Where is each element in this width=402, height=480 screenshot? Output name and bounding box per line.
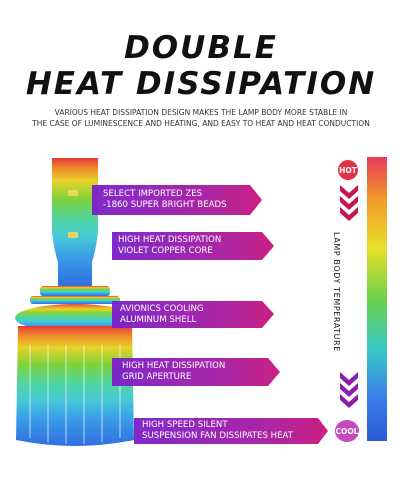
feature-banner-2 [112, 232, 274, 260]
temperature-scale-bar [367, 157, 387, 441]
feature-banner-3 [112, 301, 274, 328]
subtitle-line-1: VARIOUS HEAT DISSIPATION DESIGN MAKES TH… [54, 108, 348, 117]
title-line-1: DOUBLE [124, 30, 278, 66]
feature-1-text: SELECT IMPORTED ZES -1860 SUPER BRIGHT B… [103, 189, 227, 210]
title-line-2: HEAT DISSIPATION [25, 66, 377, 102]
feature-2-text: HIGH HEAT DISSIPATION VIOLET COPPER CORE [118, 235, 222, 256]
led-chips [68, 190, 78, 238]
feature-5-text: HIGH SPEED SILENT SUSPENSION FAN DISSIPA… [142, 420, 294, 441]
feature-banner-4 [112, 358, 280, 386]
feature-banner-1 [92, 185, 262, 215]
bulb-body [15, 158, 135, 446]
feature-3-text: AVIONICS COOLING ALUMINUM SHELL [120, 304, 204, 325]
subtitle-line-2: THE CASE OF LUMINESCENCE AND HEATING, AN… [32, 119, 370, 128]
cool-badge: COOL [335, 420, 359, 442]
hot-badge: HOT [338, 160, 358, 180]
chevron-down-icon [340, 185, 358, 221]
feature-banner-5 [134, 418, 328, 444]
temperature-caption: LAMP BODY TEMPERATURE [332, 232, 341, 352]
chevron-down-icon [340, 372, 358, 408]
feature-4-text: HIGH HEAT DISSIPATION GRID APERTURE [122, 361, 226, 382]
